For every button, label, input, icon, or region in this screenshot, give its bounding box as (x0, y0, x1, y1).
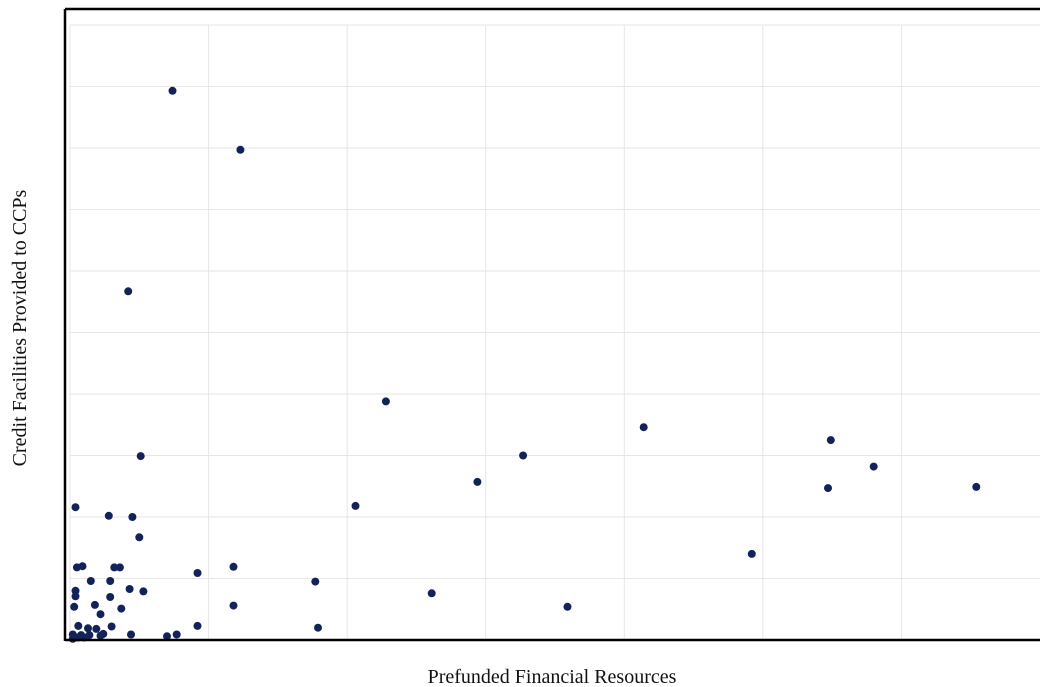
y-axis-title: Credit Facilities Provided to CCPs (9, 189, 31, 466)
data-point (427, 589, 436, 598)
data-point (125, 585, 134, 593)
data-point (172, 630, 181, 639)
data-point (519, 451, 528, 460)
data-point (236, 145, 245, 154)
data-point (106, 593, 115, 601)
data-point (136, 452, 145, 461)
data-point (563, 602, 572, 611)
data-point (90, 600, 99, 609)
data-points (68, 86, 981, 643)
data-point (381, 397, 390, 406)
data-point (139, 587, 148, 596)
data-point (869, 462, 878, 471)
data-point (128, 513, 137, 521)
data-point (96, 610, 105, 619)
data-point (229, 562, 238, 571)
data-point (124, 287, 133, 296)
data-point (127, 630, 135, 639)
data-point (78, 562, 87, 571)
data-point (117, 604, 126, 613)
data-point (311, 577, 320, 586)
data-point (74, 621, 83, 630)
data-point (314, 623, 322, 632)
gridlines (69, 24, 1040, 640)
data-point (106, 577, 115, 585)
data-point (193, 621, 202, 630)
data-point (824, 484, 832, 493)
data-point (473, 477, 482, 486)
data-point (71, 503, 80, 512)
data-point (826, 436, 835, 445)
data-point (229, 601, 238, 610)
data-point (135, 533, 144, 542)
data-point (71, 586, 80, 595)
data-point (107, 622, 116, 631)
data-point (92, 624, 101, 633)
data-point (96, 631, 105, 640)
data-point (639, 423, 648, 432)
plot-frame (63, 7, 1040, 642)
data-point (110, 563, 119, 572)
data-point (351, 501, 360, 510)
data-point (71, 592, 80, 601)
x-axis-title: Prefunded Financial Resources (428, 666, 677, 687)
data-point (972, 482, 981, 491)
data-point (747, 549, 756, 558)
data-point (84, 624, 92, 633)
data-point (193, 569, 202, 577)
data-point (115, 563, 124, 572)
data-point (104, 511, 113, 520)
data-point (168, 86, 177, 95)
data-point (163, 632, 171, 641)
data-point (86, 577, 95, 585)
data-point (70, 602, 79, 611)
